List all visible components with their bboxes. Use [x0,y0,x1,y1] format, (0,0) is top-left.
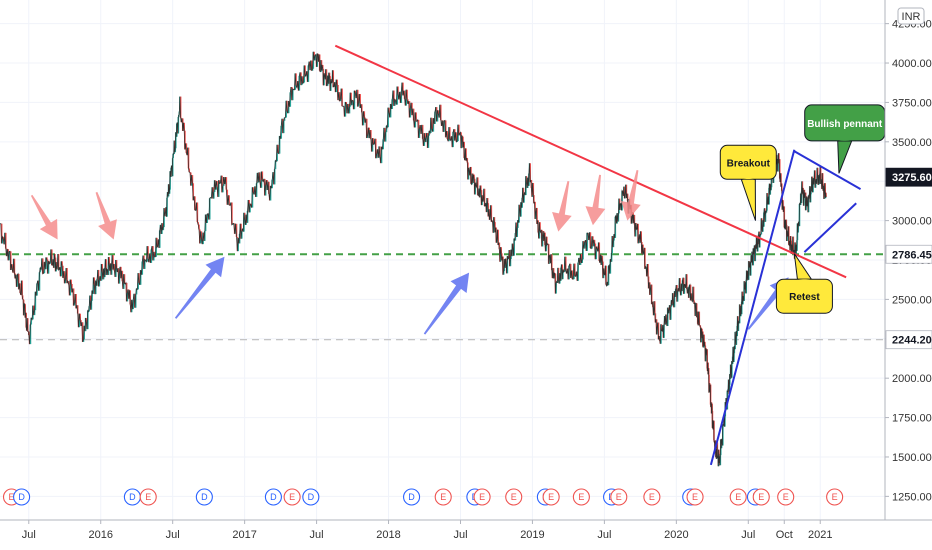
currency-badge [897,7,925,25]
event-badge-label: D [408,492,415,502]
event-badge [264,488,282,506]
red-arrow [95,191,117,240]
y-tick-label: 1250.00 [892,491,932,503]
red-downtrend-line [334,44,847,279]
event-badge-label: E [440,492,446,502]
event-badge-label: E [289,492,295,502]
x-tick-label: 2017 [232,529,256,541]
event-badge-label: D [308,492,315,502]
y-tick-label: 3000.00 [892,216,932,228]
event-badge [505,488,523,506]
retest-callout: Retest [775,253,833,314]
event-badge [434,488,452,506]
breakout-callout-label: Breakout [727,158,771,169]
currency-label: INR [902,11,921,23]
price-label-box [885,167,932,187]
event-badge-label: E [758,492,764,502]
x-tick-label: Jul [166,529,180,541]
event-badge-label: D [201,492,208,502]
event-badge [729,488,747,506]
y-tick-label: 2000.00 [892,373,932,385]
events: EDDEDDEDDEDEEDEEDEEDEEDEEE [2,488,844,506]
x-tick-label: Jul [741,529,755,541]
x-tick-label: 2020 [664,529,688,541]
event-badge [302,488,320,506]
x-tick-label: Jul [22,529,36,541]
event-badge-label: E [735,492,741,502]
event-badge-label: E [511,492,517,502]
event-badge [826,488,844,506]
event-badge-label: E [783,492,789,502]
event-badge [777,488,795,506]
red-arrow [585,174,606,226]
y-tick-label: 1750.00 [892,413,932,425]
event-badge-label: E [649,492,655,502]
price-label-box [885,330,932,350]
event-badge-label: E [616,492,622,502]
breakout-callout: Breakout [719,144,777,221]
x-tick-label: Jul [597,529,611,541]
event-badge-label: D [18,492,25,502]
price-label: 3275.60 [892,172,932,184]
y-tick-label: 4000.00 [892,58,932,70]
event-badge [283,488,301,506]
y-tick-label: 3750.00 [892,97,932,109]
price-series [0,51,827,467]
x-tick-label: 2019 [520,529,544,541]
price-label: 2244.20 [892,335,932,347]
event-badge-label: D [270,492,277,502]
bullish-pennant-callout-seam [838,139,851,141]
red-arrow [30,194,58,240]
event-badge [195,488,213,506]
event-badge-label: E [548,492,554,502]
red-arrow [621,170,641,221]
y-tick-label: 1500.00 [892,452,932,464]
x-tick-label: Jul [310,529,324,541]
y-tick-label: 2500.00 [892,294,932,306]
price-label: 2786.45 [892,249,932,261]
blue-arrow [423,272,470,335]
y-tick-label: 3500.00 [892,137,932,149]
event-badge [403,488,421,506]
event-badge [139,488,157,506]
event-badge [13,488,31,506]
event-badge [752,488,770,506]
bullish-pennant-callout-label: Bullish pennant [807,119,883,130]
price-label-box [885,244,932,264]
event-badge-label: D [129,492,136,502]
blue-arrow [174,256,225,319]
retest-callout-label: Retest [789,292,820,303]
event-badge [542,488,560,506]
red-arrow [552,181,572,232]
event-badge-label: E [145,492,151,502]
event-badge-label: E [832,492,838,502]
price-line [0,51,827,467]
x-tick-label: Jul [453,529,467,541]
x-tick-label: 2021 [808,529,832,541]
event-badge [572,488,590,506]
event-badge [610,488,628,506]
event-badge [686,488,704,506]
event-badge [643,488,661,506]
pennant-lower-line [803,202,857,253]
breakout-callout-seam [742,178,755,180]
event-badge-label: E [9,492,15,502]
event-badge [473,488,491,506]
event-badge-label: E [578,492,584,502]
grid [0,0,885,520]
blue-uptrend-line [709,149,796,466]
x-tick-label: 2016 [88,529,112,541]
event-badge-label: E [692,492,698,502]
pennant-upper-line [793,150,862,190]
event-badge-label: E [479,492,485,502]
retest-callout-seam [798,279,811,281]
x-tick-label: Oct [776,529,793,541]
x-tick-label: 2018 [376,529,400,541]
